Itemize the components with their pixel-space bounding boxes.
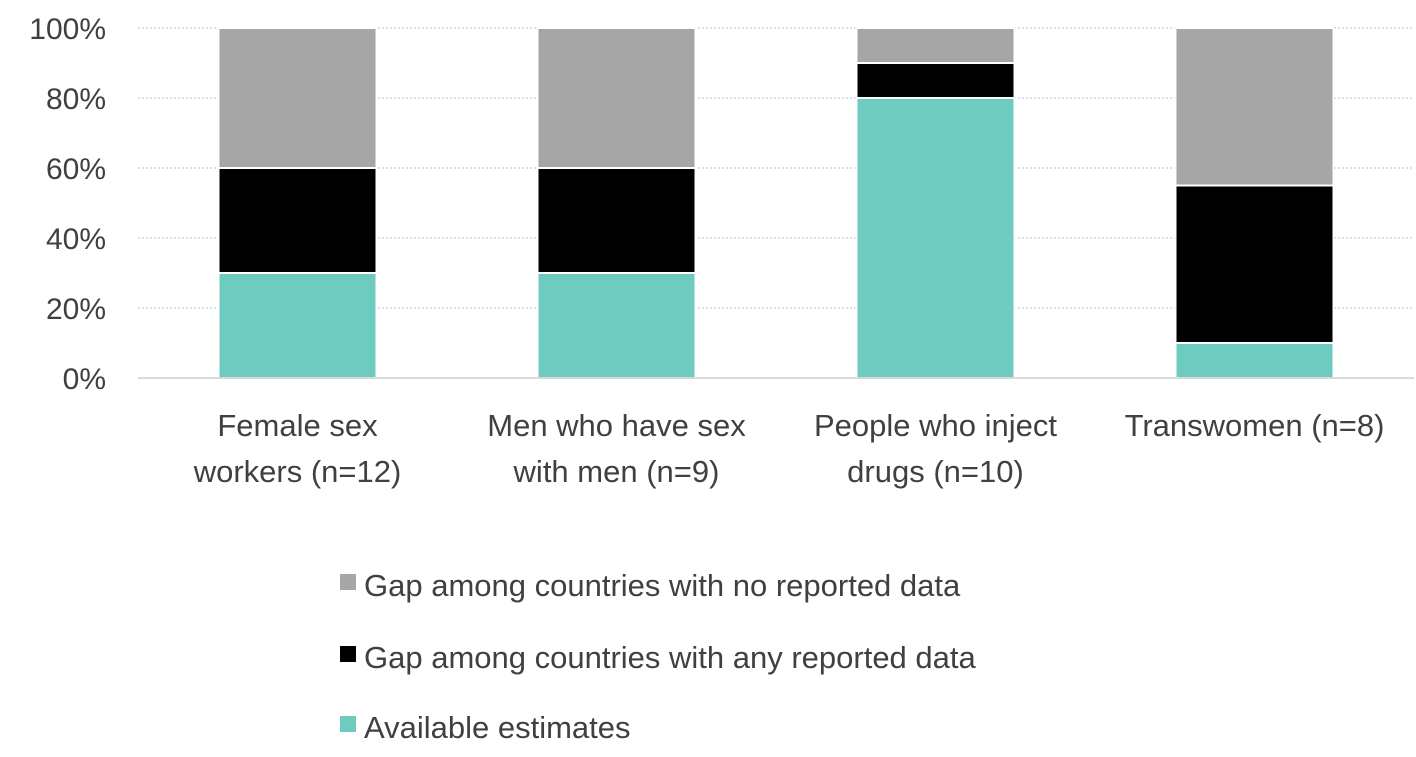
bar-segment <box>536 272 697 379</box>
legend-label: Gap among countries with any reported da… <box>364 640 977 675</box>
x-tick-label: Transwomen (n=8) <box>1125 408 1385 443</box>
y-tick-label: 100% <box>29 13 106 46</box>
bar-segment <box>855 62 1016 99</box>
x-tick-label-line: People who inject <box>814 408 1057 443</box>
y-tick-label: 20% <box>46 293 106 326</box>
bar-segment <box>1174 342 1335 379</box>
y-tick-label: 40% <box>46 223 106 256</box>
x-tick-label: People who inject drugs (n=10) <box>814 408 1057 489</box>
bar-segment <box>1174 27 1335 187</box>
bar-segment <box>536 167 697 274</box>
x-tick-label-line: workers (n=12) <box>193 454 402 489</box>
legend-label: Available estimates <box>364 710 631 745</box>
x-tick-label-line: Female sex <box>217 408 378 443</box>
x-tick-label-line: with men (n=9) <box>513 454 720 489</box>
legend-swatch <box>340 574 356 590</box>
bar-segment <box>217 272 378 379</box>
legend-swatch <box>340 646 356 662</box>
x-tick-label-line: Men who have sex <box>487 408 746 443</box>
x-tick-label: Men who have sex with men (n=9) <box>487 408 746 489</box>
y-tick-label: 80% <box>46 83 106 116</box>
y-tick-label: 60% <box>46 153 106 186</box>
y-tick-label: 0% <box>63 363 106 396</box>
x-tick-label-line: Transwomen (n=8) <box>1125 408 1385 443</box>
bar-segment <box>217 27 378 169</box>
legend: Gap among countries with no reported dat… <box>340 568 977 745</box>
x-axis-labels: Female sex workers (n=12) Men who have sex… <box>193 408 1385 489</box>
legend-swatch <box>340 716 356 732</box>
bar-segment <box>855 27 1016 64</box>
legend-label: Gap among countries with no reported dat… <box>364 568 961 603</box>
bar-segment <box>855 97 1016 379</box>
x-tick-label: Female sex workers (n=12) <box>193 408 402 489</box>
bars <box>217 27 1335 379</box>
bar-segment <box>536 27 697 169</box>
bar-segment <box>1174 184 1335 344</box>
x-tick-label-line: drugs (n=10) <box>847 454 1024 489</box>
bar-segment <box>217 167 378 274</box>
y-axis: 0% 20% 40% 60% 80% 100% <box>29 13 106 396</box>
